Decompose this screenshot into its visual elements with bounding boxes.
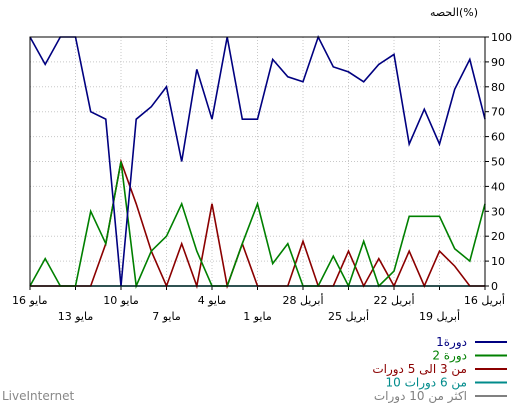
watermark-text: LiveInternet	[2, 389, 74, 403]
y-tick-label: 20	[491, 230, 505, 243]
y-tick-label: 60	[491, 131, 505, 144]
y-tick-label: 80	[491, 81, 505, 94]
grid-lines	[29, 36, 486, 287]
legend-label-2: 2 دورة	[432, 349, 467, 364]
x-tick-labels: 16 مايو 13 مايو 10 مايو 7 مايو 4 مايو 1 مايو 2…	[12, 286, 505, 323]
x-tick-label: 7 مايو	[152, 310, 181, 323]
y-tick-label: 50	[491, 156, 505, 169]
legend-label-5: اكثر من 10 دورات	[374, 389, 467, 404]
x-tick-label: 22 أبريل	[373, 293, 414, 307]
legend-label-4: من 6 دورات 10	[385, 376, 467, 391]
x-tick-label: 16 مايو	[12, 294, 48, 307]
y-axis-title: الحصه(%)	[430, 6, 478, 19]
y-tick-label: 30	[491, 205, 505, 218]
y-tick-label: 90	[491, 56, 505, 69]
legend-label-1: 1دورة	[436, 335, 467, 350]
y-tick-label: 100	[491, 31, 512, 44]
series-line-2	[29, 161, 486, 290]
x-tick-label: 28 أبريل	[282, 293, 323, 307]
y-tick-label: 10	[491, 255, 505, 268]
series-lines	[29, 34, 486, 290]
series-line-1	[29, 34, 486, 287]
y-tick-label: 0	[491, 280, 498, 293]
plot-frame	[29, 36, 486, 287]
x-tick-label: 10 مايو	[103, 294, 139, 307]
y-tick-label: 70	[491, 106, 505, 119]
y-tick-label: 40	[491, 180, 505, 193]
x-tick-label: 16 أبريل	[464, 293, 505, 307]
y-tick-labels: 0 10 20 30 40 50 60 70 80 90 100	[485, 31, 512, 293]
x-tick-label: 1 مايو	[243, 310, 272, 323]
x-tick-label: 13 مايو	[58, 310, 94, 323]
x-tick-label: 4 مايو	[198, 294, 227, 307]
legend-label-3: من 3 الى 5 دورات	[372, 362, 467, 377]
x-tick-label: 19 أبريل	[419, 309, 460, 323]
x-tick-label: 25 أبريل	[328, 309, 369, 323]
